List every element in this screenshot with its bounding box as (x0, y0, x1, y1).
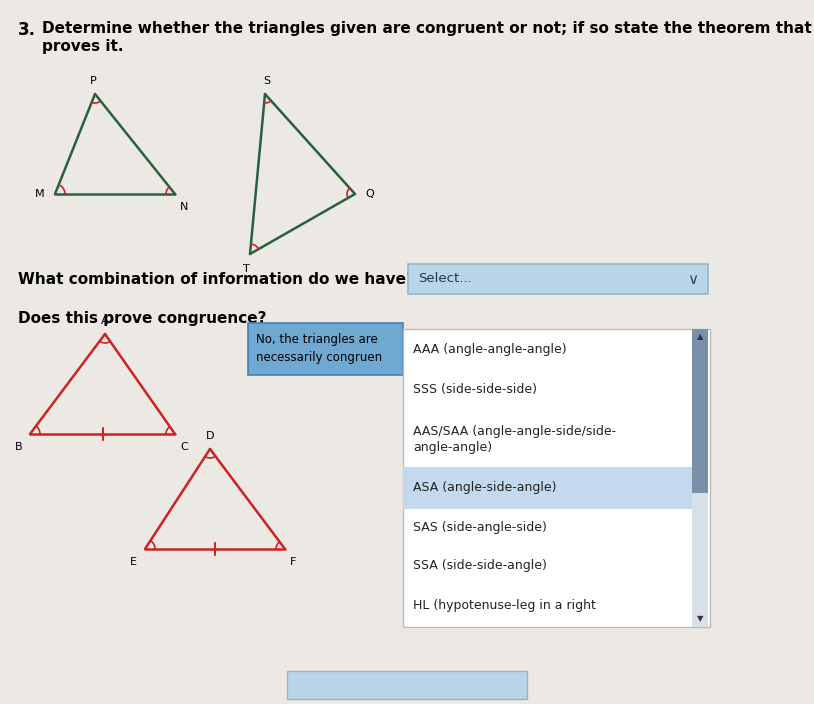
Text: SSS (side-side-side): SSS (side-side-side) (413, 384, 537, 396)
FancyBboxPatch shape (248, 323, 403, 375)
Text: Select...: Select... (418, 272, 471, 286)
Text: N: N (180, 202, 188, 212)
Text: Q: Q (365, 189, 374, 199)
Text: 3.: 3. (18, 21, 36, 39)
Text: ∨: ∨ (688, 272, 698, 287)
Text: AAS/SAA (angle-angle-side/side-: AAS/SAA (angle-angle-side/side- (413, 425, 616, 437)
Text: B: B (15, 442, 22, 452)
FancyBboxPatch shape (403, 329, 710, 627)
FancyBboxPatch shape (287, 671, 527, 699)
Text: A: A (101, 316, 109, 326)
Text: ▲: ▲ (697, 332, 703, 341)
FancyBboxPatch shape (408, 264, 708, 294)
Text: angle-angle): angle-angle) (413, 441, 492, 453)
Text: Determine whether the triangles given are congruent or not; if so state the theo: Determine whether the triangles given ar… (42, 21, 812, 36)
Text: HL (hypotenuse-leg in a right: HL (hypotenuse-leg in a right (413, 600, 596, 612)
Text: SAS (side-angle-side): SAS (side-angle-side) (413, 522, 547, 534)
Text: ASA (angle-side-angle): ASA (angle-side-angle) (413, 482, 557, 494)
Text: S: S (264, 76, 270, 86)
FancyBboxPatch shape (692, 329, 708, 627)
Text: C: C (180, 442, 188, 452)
Text: AAA (angle-angle-angle): AAA (angle-angle-angle) (413, 344, 567, 356)
Text: What combination of information do we have?: What combination of information do we ha… (18, 272, 415, 287)
Text: F: F (290, 557, 296, 567)
Text: proves it.: proves it. (42, 39, 124, 54)
Text: M: M (35, 189, 45, 199)
Text: Does this prove congruence?: Does this prove congruence? (18, 311, 266, 327)
Text: D: D (206, 431, 214, 441)
FancyBboxPatch shape (692, 329, 708, 493)
Text: SSA (side-side-angle): SSA (side-side-angle) (413, 560, 547, 572)
Text: necessarily congruen: necessarily congruen (256, 351, 382, 365)
FancyBboxPatch shape (403, 467, 692, 509)
Text: No, the triangles are: No, the triangles are (256, 334, 378, 346)
Text: ▼: ▼ (697, 615, 703, 624)
Text: E: E (130, 557, 137, 567)
Text: P: P (90, 76, 96, 86)
Text: T: T (243, 264, 249, 274)
